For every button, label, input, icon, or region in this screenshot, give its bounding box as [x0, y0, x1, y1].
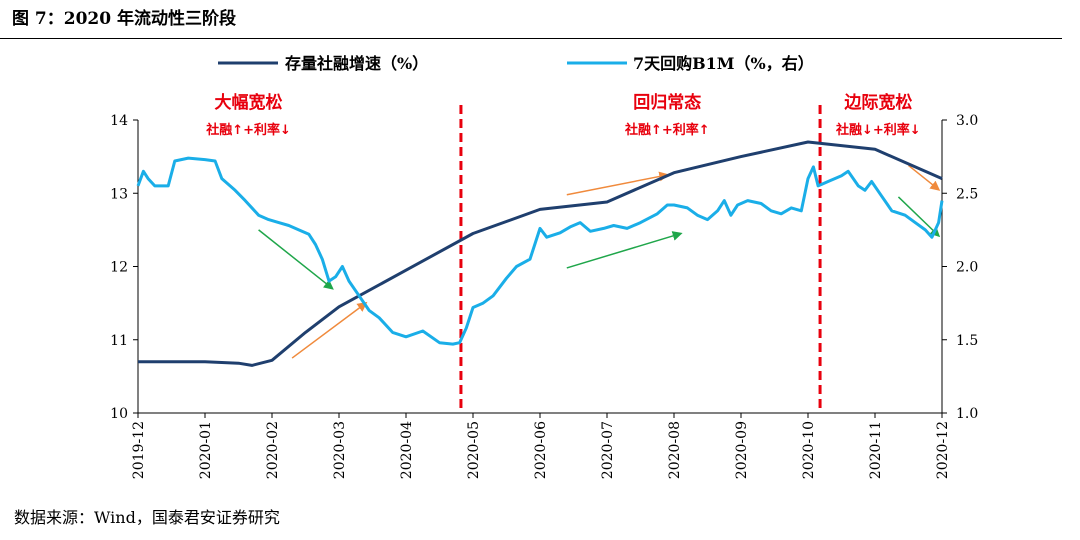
x-tick-label: 2020-09	[734, 421, 750, 479]
series-line-1	[138, 140, 943, 367]
x-tick-label: 2020-01	[198, 421, 214, 479]
trend-arrow-down	[897, 196, 941, 238]
trend-arrow-up	[291, 301, 368, 359]
phase-title: 大幅宽松	[215, 92, 283, 113]
phase-subtitle: 社融↑+利率↑	[624, 122, 710, 138]
trend-arrow-down	[258, 229, 334, 290]
y-right-tick-label: 1.5	[956, 333, 978, 349]
x-tick-label: 2020-12	[935, 421, 951, 479]
x-tick-label: 2020-03	[332, 421, 348, 479]
x-tick-label: 2020-06	[533, 421, 549, 479]
x-tick-label: 2019-12	[131, 421, 147, 479]
phase-title: 边际宽松	[843, 92, 912, 113]
x-tick-label: 2020-02	[265, 421, 281, 479]
y-right-tick-label: 2.5	[956, 186, 978, 202]
x-tick-label: 2020-08	[667, 421, 683, 479]
figure-source: 数据来源：Wind，国泰君安证券研究	[14, 508, 280, 527]
phase-dividers	[459, 105, 822, 408]
trend-arrow-up	[908, 164, 941, 191]
y-left-tick-label: 14	[110, 113, 128, 129]
series-line-2	[136, 156, 944, 346]
phase-title: 回归常态	[633, 92, 701, 113]
x-tick-label: 2020-11	[868, 421, 884, 479]
legend-label-series1: 存量社融增速（%）	[285, 54, 428, 73]
phase-subtitle: 社融↑+利率↓	[205, 122, 291, 138]
trend-arrows	[258, 164, 941, 359]
x-tick-label: 2020-07	[600, 421, 616, 479]
trend-arrow-down	[566, 231, 683, 269]
title-rule	[0, 38, 1062, 39]
trend-arrow-up	[566, 171, 670, 196]
axes: 10 11 12 13 14 1.0 1.5 2.0 2.5 3.0 2019-12 2020-01 2…	[110, 113, 978, 479]
legend-label-series2: 7天回购B1M（%，右）	[633, 54, 814, 73]
y-right-tick-label: 1.0	[956, 406, 978, 422]
x-tick-label: 2020-10	[801, 421, 817, 479]
y-left-tick-label: 12	[110, 260, 128, 276]
y-left-tick-label: 10	[110, 406, 128, 422]
line-chart: 存量社融增速（%） 7天回购B1M（%，右） 10 11 12 13 14 1.0 1.5 2…	[110, 54, 978, 479]
figure-title: 图 7：2020 年流动性三阶段	[12, 9, 236, 29]
y-left-tick-label: 11	[110, 333, 128, 349]
x-tick-label: 2020-04	[399, 421, 415, 479]
y-left-tick-label: 13	[110, 186, 128, 202]
y-right-tick-label: 3.0	[956, 113, 978, 129]
series-lines	[136, 140, 944, 367]
legend: 存量社融增速（%） 7天回购B1M（%，右）	[218, 54, 814, 73]
y-right-tick-label: 2.0	[956, 260, 978, 276]
x-tick-label: 2020-05	[466, 421, 482, 479]
phase-subtitle: 社融↓+利率↓	[835, 122, 921, 138]
